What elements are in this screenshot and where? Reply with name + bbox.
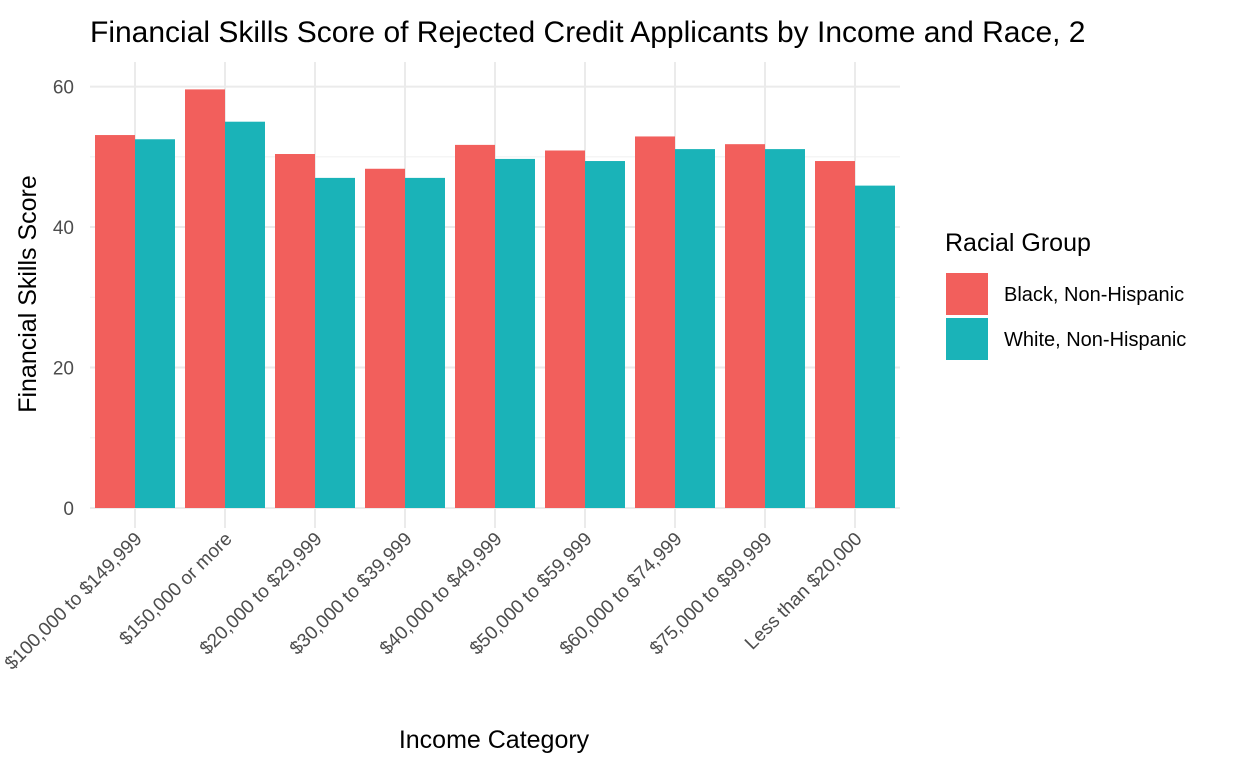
bars xyxy=(95,89,895,509)
bar xyxy=(545,150,585,509)
bar xyxy=(635,136,675,509)
chart-title: Financial Skills Score of Rejected Credi… xyxy=(90,16,1086,49)
x-axis-title: Income Category xyxy=(399,726,590,754)
bar xyxy=(225,121,265,508)
legend-label: White, Non-Hispanic xyxy=(1004,329,1186,351)
bar xyxy=(495,158,535,509)
y-axis-ticks: 0 20 40 60 xyxy=(53,78,74,520)
bar xyxy=(185,89,225,509)
y-tick-label: 20 xyxy=(53,359,74,380)
legend-item-black-non-hispanic: Black, Non-Hispanic xyxy=(946,273,1184,315)
bar xyxy=(455,144,495,509)
legend-swatch xyxy=(946,273,988,315)
bar xyxy=(585,161,625,508)
bar xyxy=(855,185,895,508)
y-axis-title: Financial Skills Score xyxy=(14,175,42,413)
bar xyxy=(675,149,715,509)
bar xyxy=(365,168,405,509)
bar xyxy=(315,177,355,508)
y-tick-label: 0 xyxy=(63,499,74,520)
legend-label: Black, Non-Hispanic xyxy=(1004,284,1184,306)
bar xyxy=(275,154,315,508)
x-axis-ticks: $100,000 to $149,999$150,000 or more$20,… xyxy=(1,529,867,675)
bar xyxy=(405,177,445,508)
y-tick-label: 40 xyxy=(53,218,74,239)
legend: Racial Group Black, Non-Hispanic White, … xyxy=(945,229,1186,360)
bar xyxy=(815,161,855,508)
legend-title: Racial Group xyxy=(945,229,1091,257)
legend-item-white-non-hispanic: White, Non-Hispanic xyxy=(946,318,1186,360)
bar xyxy=(765,149,805,509)
x-tick-label: $100,000 to $149,999 xyxy=(1,529,147,675)
bar xyxy=(135,139,175,509)
bar xyxy=(725,144,765,508)
y-tick-label: 60 xyxy=(53,78,74,99)
legend-swatch xyxy=(946,318,988,360)
bar xyxy=(95,135,135,509)
